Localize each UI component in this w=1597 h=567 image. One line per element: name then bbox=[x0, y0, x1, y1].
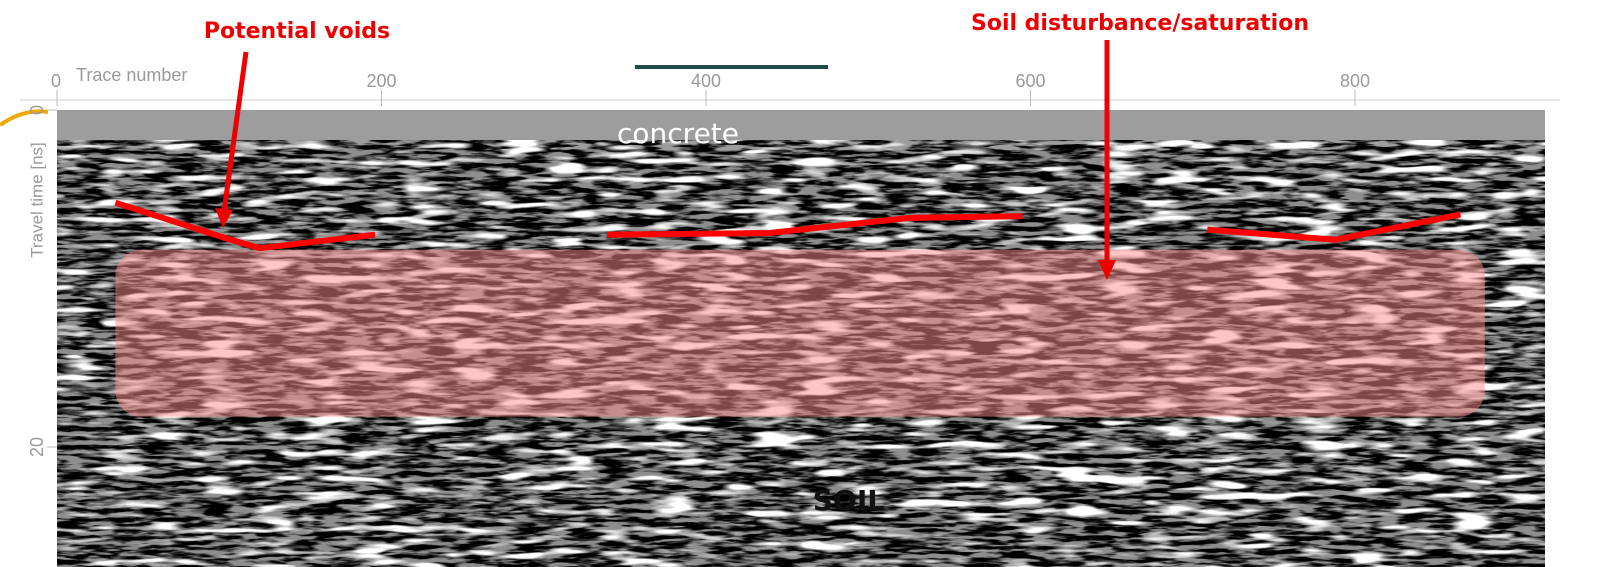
x-axis-title: Trace number bbox=[76, 65, 187, 85]
y-tick-label: 20 bbox=[27, 437, 47, 457]
page: {"chart_data": {"type": "radargram", "x_… bbox=[0, 0, 1597, 567]
annotation-soil: SOIL bbox=[813, 484, 885, 517]
x-tick-label: 0 bbox=[51, 71, 61, 91]
x-tick-label: 400 bbox=[691, 71, 721, 91]
chart: 0 200 400 600 800 0 20 Trace number Travel tim… bbox=[0, 0, 1597, 567]
x-tick-label: 800 bbox=[1340, 71, 1370, 91]
y-axis-title: Travel time [ns] bbox=[27, 142, 46, 258]
scrollbar bbox=[635, 65, 828, 69]
x-tick-label: 200 bbox=[366, 71, 396, 91]
annotation-concrete: concrete bbox=[617, 117, 739, 150]
x-tick-label: 600 bbox=[1015, 71, 1045, 91]
highlight-region bbox=[115, 250, 1484, 417]
annotation-soil-disturbance: Soil disturbance/saturation bbox=[971, 11, 1309, 36]
annotation-voids: Potential voids bbox=[204, 19, 390, 44]
y-tick-label: 0 bbox=[27, 105, 47, 115]
